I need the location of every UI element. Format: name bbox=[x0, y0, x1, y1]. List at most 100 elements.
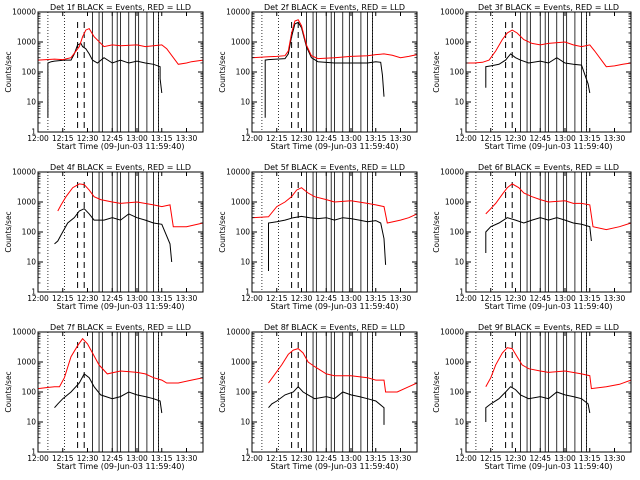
y-tick-label: 1 bbox=[245, 128, 250, 137]
x-tick-label: 13:00 bbox=[554, 294, 576, 303]
series-line-events bbox=[54, 208, 173, 263]
x-tick-label: 13:30 bbox=[390, 454, 412, 463]
x-axis-label: Start Time (09-Jun-03 11:59:40) bbox=[271, 142, 399, 151]
y-tick-label: 10000 bbox=[226, 328, 250, 337]
y-tick-label: 10 bbox=[26, 418, 36, 427]
x-tick-label: 12:30 bbox=[77, 294, 99, 303]
y-axis-label: Counts/sec bbox=[218, 51, 227, 92]
y-axis-label: Counts/sec bbox=[4, 211, 13, 252]
detector-panel-5: 12:00 12:15 12:30 12:45 13:00 13:15 13:30 1 10 10… bbox=[218, 163, 418, 311]
y-tick-label: 1000 bbox=[231, 198, 250, 207]
y-tick-label: 1 bbox=[459, 288, 464, 297]
x-tick-label: 13:30 bbox=[390, 134, 412, 143]
y-tick-label: 1000 bbox=[17, 358, 36, 367]
x-tick-label: 12:30 bbox=[291, 454, 313, 463]
detector-panel-2: 12:00 12:15 12:30 12:45 13:00 13:15 13:30 1 10 10… bbox=[218, 3, 418, 151]
x-tick-label: 13:00 bbox=[554, 454, 576, 463]
x-tick-label: 12:00 bbox=[455, 134, 477, 143]
x-tick-label: 12:30 bbox=[505, 134, 527, 143]
series-line-lld bbox=[485, 347, 632, 390]
x-tick-label: 12:45 bbox=[529, 454, 551, 463]
x-axis-label: Start Time (09-Jun-03 11:59:40) bbox=[485, 302, 613, 311]
x-tick-label: 12:15 bbox=[480, 294, 502, 303]
x-tick-label: 12:15 bbox=[266, 454, 288, 463]
series-line-events bbox=[54, 373, 163, 414]
y-tick-label: 10000 bbox=[440, 8, 464, 17]
y-tick-label: 100 bbox=[450, 68, 465, 77]
series-line-events bbox=[268, 215, 387, 271]
series-line-lld bbox=[268, 348, 418, 393]
x-tick-label: 13:30 bbox=[604, 294, 626, 303]
x-axis-label: Start Time (09-Jun-03 11:59:40) bbox=[57, 462, 185, 471]
y-tick-label: 100 bbox=[22, 388, 37, 397]
y-tick-label: 1000 bbox=[17, 198, 36, 207]
x-tick-label: 12:45 bbox=[101, 134, 123, 143]
x-tick-label: 12:00 bbox=[27, 134, 49, 143]
y-tick-label: 10 bbox=[26, 98, 36, 107]
x-tick-label: 13:15 bbox=[365, 294, 387, 303]
x-tick-label: 12:30 bbox=[77, 134, 99, 143]
series-line-events bbox=[485, 53, 591, 94]
series-line-events bbox=[268, 385, 385, 425]
y-tick-label: 1000 bbox=[445, 38, 464, 47]
y-tick-label: 10 bbox=[454, 418, 464, 427]
x-axis-label: Start Time (09-Jun-03 11:59:40) bbox=[57, 142, 185, 151]
x-tick-label: 12:00 bbox=[27, 294, 49, 303]
x-axis-label: Start Time (09-Jun-03 11:59:40) bbox=[271, 302, 399, 311]
y-tick-label: 10 bbox=[26, 258, 36, 267]
y-tick-label: 10000 bbox=[12, 8, 36, 17]
x-tick-label: 12:00 bbox=[455, 294, 477, 303]
y-tick-label: 1 bbox=[459, 448, 464, 457]
y-tick-label: 1 bbox=[31, 288, 36, 297]
x-tick-label: 13:00 bbox=[126, 454, 148, 463]
y-tick-label: 100 bbox=[450, 388, 465, 397]
series-line-events bbox=[47, 42, 163, 118]
x-tick-label: 13:15 bbox=[151, 134, 173, 143]
x-tick-label: 12:00 bbox=[27, 454, 49, 463]
y-tick-label: 1000 bbox=[231, 358, 250, 367]
x-tick-label: 12:30 bbox=[291, 134, 313, 143]
x-axis-label: Start Time (09-Jun-03 11:59:40) bbox=[485, 462, 613, 471]
x-tick-label: 12:15 bbox=[266, 294, 288, 303]
x-tick-label: 12:45 bbox=[101, 454, 123, 463]
x-axis-label: Start Time (09-Jun-03 11:59:40) bbox=[485, 142, 613, 151]
series-line-lld bbox=[37, 27, 204, 65]
y-axis-label: Counts/sec bbox=[218, 371, 227, 412]
detector-panel-9: 12:00 12:15 12:30 12:45 13:00 13:15 13:30 1 10 10… bbox=[432, 323, 632, 471]
x-tick-label: 13:30 bbox=[176, 294, 198, 303]
x-axis-label: Start Time (09-Jun-03 11:59:40) bbox=[271, 462, 399, 471]
y-tick-label: 1 bbox=[245, 448, 250, 457]
x-tick-label: 12:45 bbox=[529, 134, 551, 143]
y-tick-label: 1 bbox=[31, 448, 36, 457]
y-tick-label: 1000 bbox=[445, 198, 464, 207]
y-tick-label: 100 bbox=[450, 228, 465, 237]
series-line-events bbox=[485, 386, 591, 422]
x-tick-label: 12:45 bbox=[315, 454, 337, 463]
y-tick-label: 1000 bbox=[231, 38, 250, 47]
y-axis-label: Counts/sec bbox=[432, 51, 441, 92]
y-tick-label: 10000 bbox=[440, 168, 464, 177]
y-tick-label: 10000 bbox=[12, 328, 36, 337]
x-tick-label: 13:30 bbox=[176, 134, 198, 143]
y-tick-label: 1000 bbox=[445, 358, 464, 367]
x-tick-label: 13:15 bbox=[365, 134, 387, 143]
y-tick-label: 10000 bbox=[226, 168, 250, 177]
series-line-lld bbox=[485, 183, 632, 231]
x-tick-label: 12:30 bbox=[77, 454, 99, 463]
x-tick-label: 13:15 bbox=[579, 294, 601, 303]
x-tick-label: 12:15 bbox=[52, 294, 74, 303]
detector-panel-8: 12:00 12:15 12:30 12:45 13:00 13:15 13:30 1 10 10… bbox=[218, 323, 418, 471]
x-tick-label: 12:45 bbox=[101, 294, 123, 303]
x-tick-label: 13:00 bbox=[340, 134, 362, 143]
y-axis-label: Counts/sec bbox=[4, 371, 13, 412]
x-tick-label: 12:15 bbox=[480, 134, 502, 143]
detector-panel-6: 12:00 12:15 12:30 12:45 13:00 13:15 13:30 1 10 10… bbox=[432, 163, 632, 311]
x-tick-label: 13:30 bbox=[390, 294, 412, 303]
x-tick-label: 13:15 bbox=[365, 454, 387, 463]
y-tick-label: 100 bbox=[22, 68, 37, 77]
y-tick-label: 10 bbox=[240, 98, 250, 107]
y-tick-label: 100 bbox=[236, 228, 251, 237]
y-tick-label: 10 bbox=[240, 418, 250, 427]
x-tick-label: 13:15 bbox=[579, 454, 601, 463]
